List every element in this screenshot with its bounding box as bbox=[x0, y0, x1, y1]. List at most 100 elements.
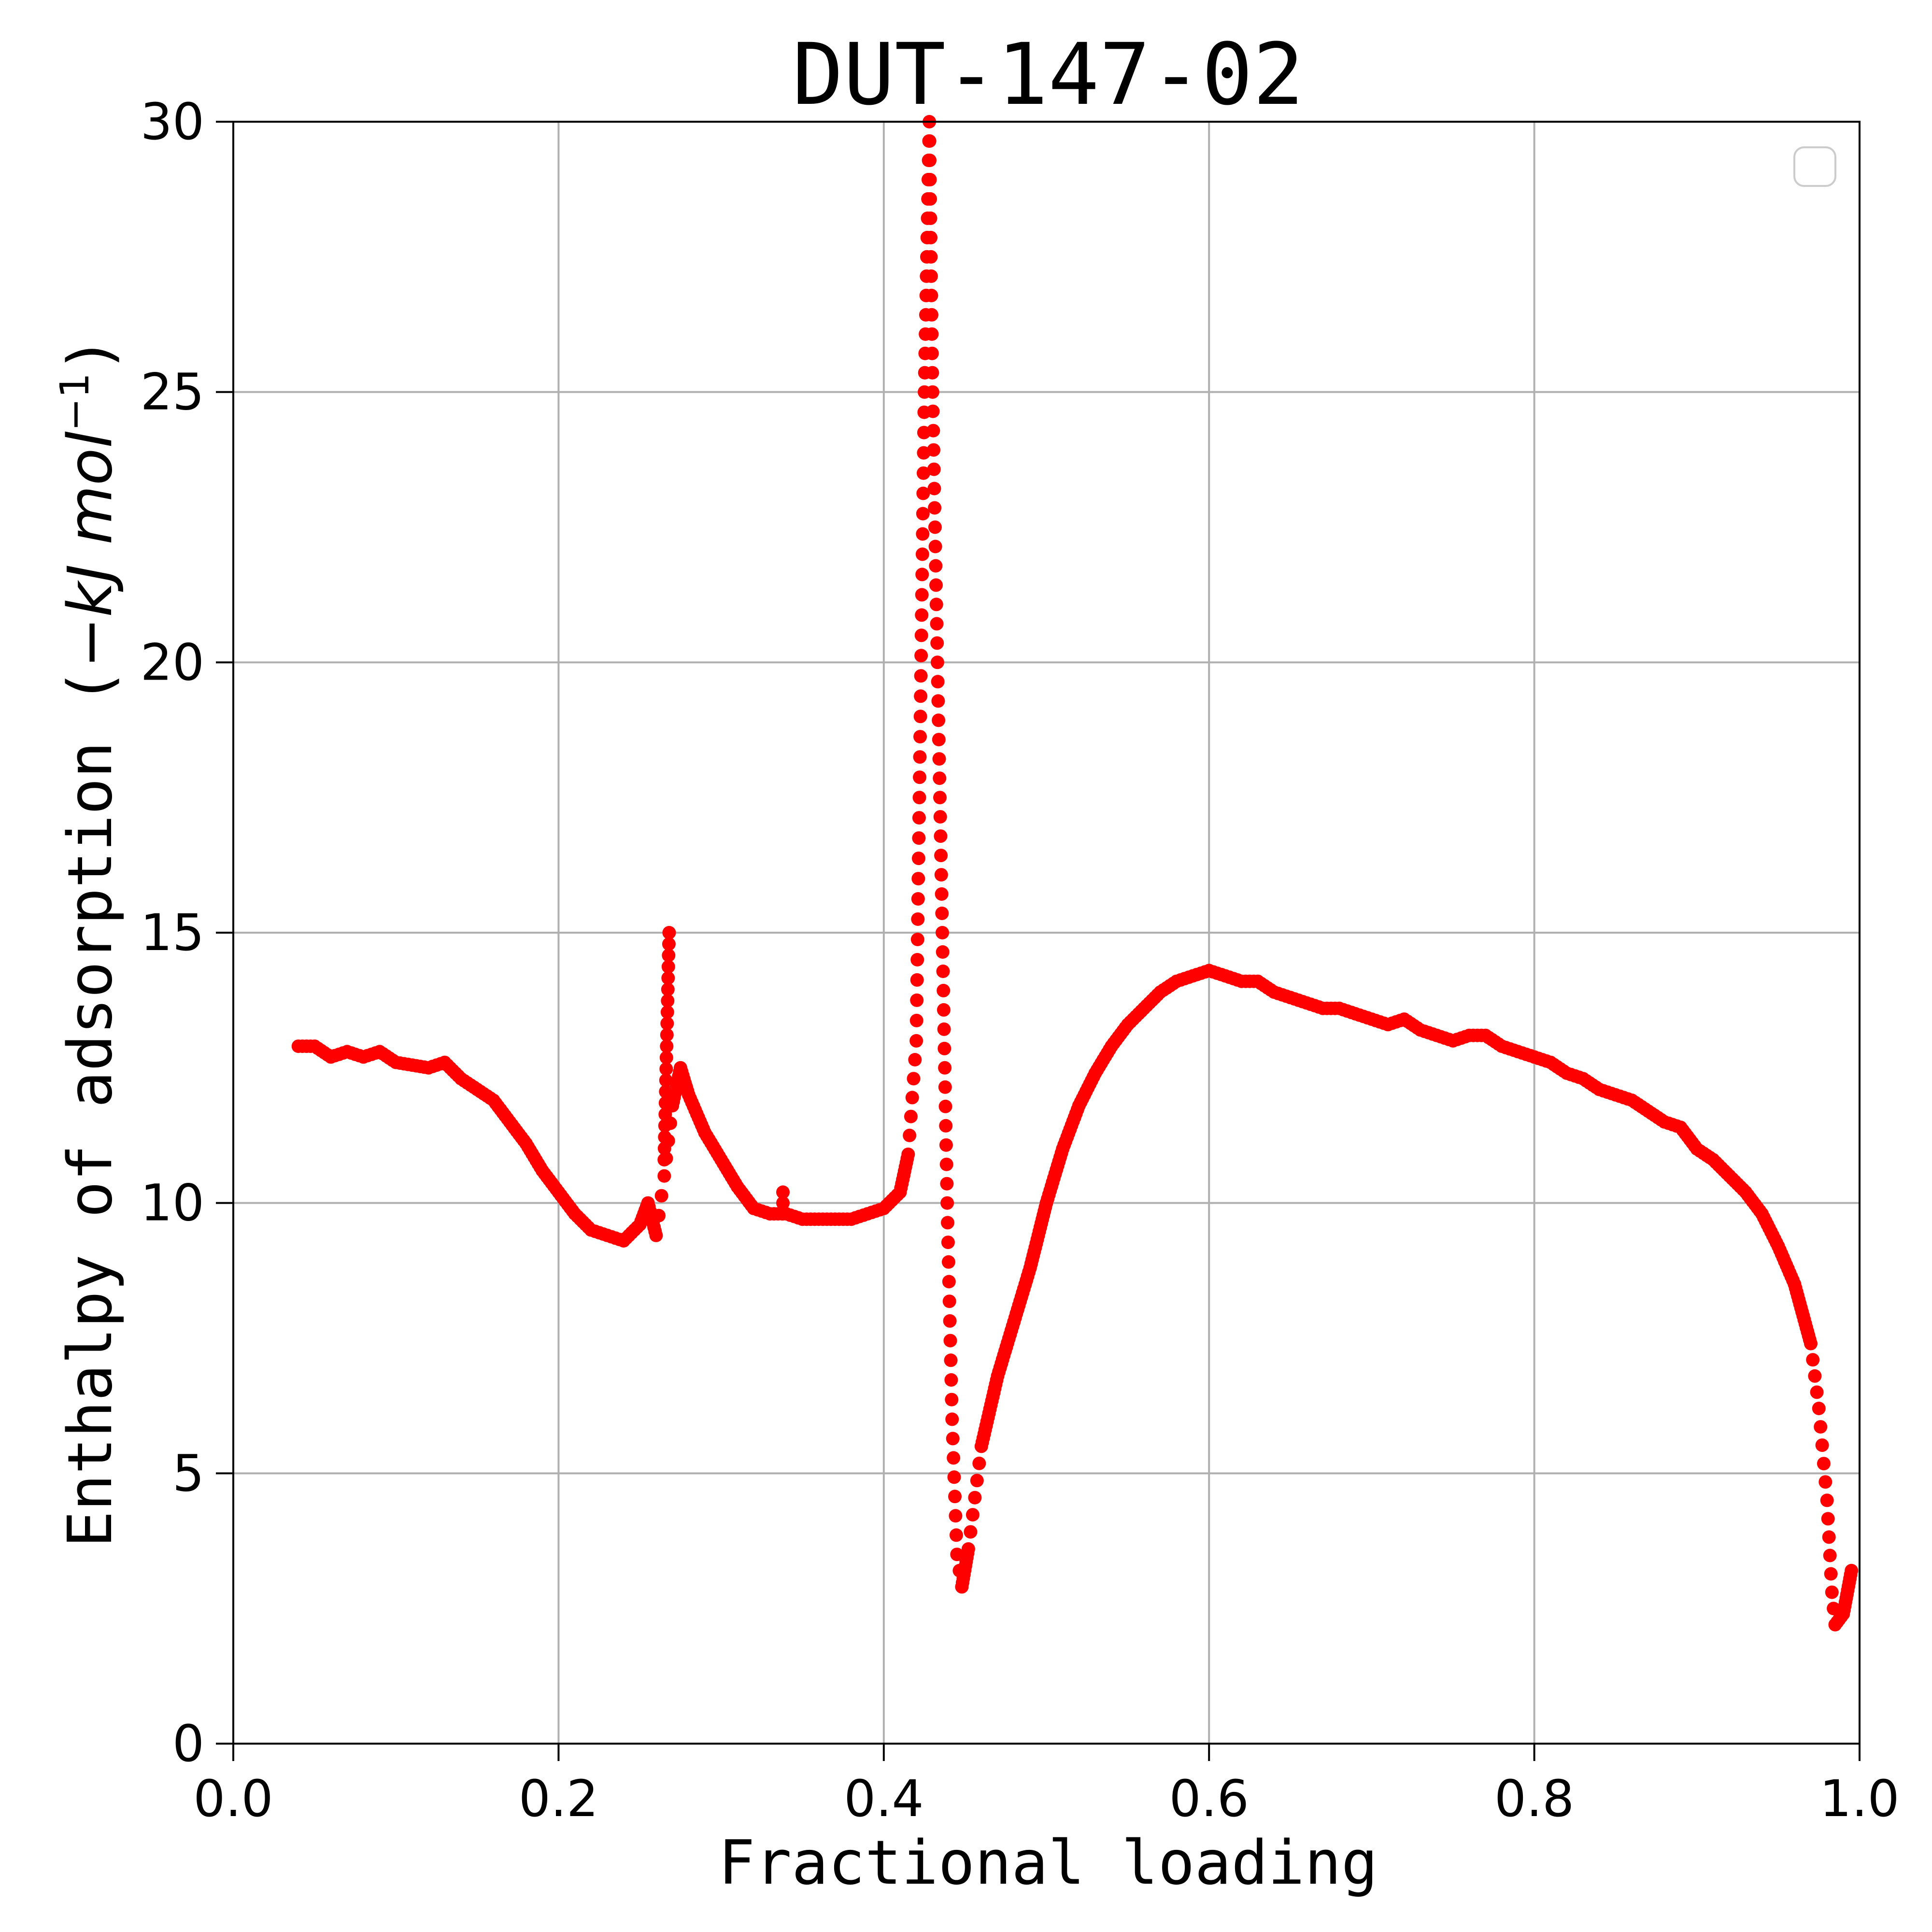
data-point bbox=[925, 366, 939, 380]
data-point bbox=[911, 852, 925, 866]
data-point bbox=[970, 1474, 984, 1488]
y-tick-label: 10 bbox=[141, 1174, 204, 1233]
data-point bbox=[1806, 1353, 1820, 1367]
x-axis-label: Fractional loading bbox=[718, 1827, 1378, 1898]
data-point bbox=[941, 1236, 955, 1250]
data-point bbox=[923, 192, 937, 206]
data-point bbox=[936, 945, 950, 959]
data-point bbox=[1822, 1530, 1836, 1544]
data-point bbox=[1814, 1420, 1828, 1434]
data-point bbox=[914, 669, 928, 683]
data-point bbox=[931, 675, 945, 689]
data-point bbox=[939, 1157, 953, 1171]
data-point bbox=[925, 385, 939, 399]
data-point bbox=[914, 649, 928, 663]
data-point bbox=[944, 1353, 958, 1367]
data-point bbox=[776, 1185, 790, 1199]
data-point bbox=[926, 404, 940, 418]
data-point bbox=[1812, 1402, 1826, 1415]
data-point bbox=[1804, 1336, 1818, 1350]
data-point bbox=[910, 933, 924, 946]
data-point bbox=[1823, 1548, 1837, 1563]
data-point bbox=[928, 501, 942, 515]
data-point bbox=[945, 1412, 959, 1426]
data-point bbox=[927, 443, 940, 457]
y-axis-label-prefix: Enthalpy of adsorption ( bbox=[55, 668, 126, 1548]
x-tick-label: 0.2 bbox=[519, 1769, 598, 1828]
data-point bbox=[661, 971, 675, 985]
data-point bbox=[934, 868, 948, 882]
data-point bbox=[908, 1053, 922, 1066]
data-point bbox=[941, 1216, 954, 1230]
data-point bbox=[659, 1051, 673, 1065]
data-point bbox=[941, 1255, 955, 1269]
data-point bbox=[658, 1130, 672, 1144]
data-point bbox=[657, 1141, 671, 1155]
data-point bbox=[913, 750, 927, 764]
data-point bbox=[935, 887, 949, 901]
data-point bbox=[937, 983, 951, 997]
data-point bbox=[916, 527, 930, 541]
data-point bbox=[914, 689, 928, 703]
data-point bbox=[928, 520, 942, 534]
data-point bbox=[968, 1491, 982, 1505]
data-point bbox=[924, 288, 938, 302]
data-point bbox=[947, 1470, 961, 1484]
data-point bbox=[662, 926, 676, 939]
data-point bbox=[923, 172, 937, 186]
data-point bbox=[929, 559, 943, 573]
data-point bbox=[660, 1017, 674, 1030]
data-point bbox=[658, 1096, 672, 1110]
data-point bbox=[910, 993, 924, 1007]
data-point bbox=[1845, 1563, 1859, 1577]
x-tick-label: 1.0 bbox=[1819, 1769, 1899, 1828]
data-point bbox=[649, 1228, 663, 1242]
data-point bbox=[935, 907, 949, 920]
data-point bbox=[932, 713, 946, 727]
data-point bbox=[657, 1153, 671, 1167]
x-tick-label: 0.4 bbox=[844, 1769, 923, 1828]
y-axis-label: Enthalpy of adsorption (−kJ mol−1) bbox=[52, 336, 126, 1548]
data-point bbox=[1821, 1512, 1835, 1526]
data-point bbox=[910, 973, 924, 987]
data-point bbox=[916, 507, 930, 521]
data-point bbox=[938, 1061, 952, 1075]
data-point bbox=[660, 1039, 674, 1053]
data-point bbox=[660, 1005, 674, 1019]
data-point bbox=[915, 568, 929, 582]
data-point bbox=[925, 327, 939, 341]
data-point bbox=[933, 791, 947, 805]
data-point bbox=[933, 771, 947, 785]
y-axis-label-suffix: ) bbox=[55, 336, 126, 373]
data-point bbox=[931, 694, 945, 708]
data-point bbox=[928, 540, 942, 554]
y-tick-label: 20 bbox=[141, 633, 204, 692]
data-point bbox=[911, 892, 925, 906]
data-point bbox=[927, 462, 941, 476]
data-point bbox=[933, 810, 947, 824]
data-point bbox=[923, 134, 937, 148]
data-point bbox=[945, 1392, 959, 1406]
data-point bbox=[658, 1119, 672, 1133]
data-point bbox=[942, 1275, 956, 1289]
data-point bbox=[964, 1525, 978, 1539]
data-point bbox=[942, 1294, 956, 1308]
data-point bbox=[909, 1034, 923, 1048]
data-point bbox=[924, 250, 938, 264]
data-point bbox=[925, 346, 939, 360]
data-point bbox=[929, 597, 943, 611]
data-point bbox=[661, 960, 675, 974]
data-point bbox=[1808, 1369, 1822, 1383]
data-point bbox=[652, 1208, 666, 1222]
data-point bbox=[961, 1542, 975, 1556]
data-point bbox=[657, 1169, 671, 1183]
data-point bbox=[930, 636, 944, 650]
y-tick-label: 5 bbox=[172, 1444, 204, 1503]
data-point bbox=[904, 1109, 918, 1123]
data-point bbox=[912, 831, 926, 845]
data-point bbox=[923, 154, 937, 167]
y-tick-label: 15 bbox=[141, 903, 204, 962]
data-point bbox=[943, 1314, 957, 1328]
